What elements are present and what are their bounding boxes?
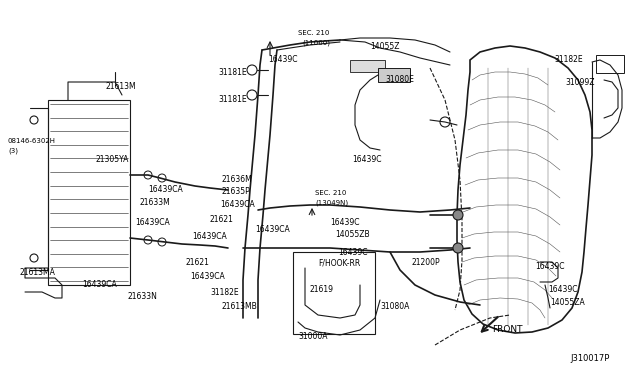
Text: 31000A: 31000A	[298, 332, 328, 341]
Text: 16439C: 16439C	[535, 262, 564, 271]
Circle shape	[453, 243, 463, 253]
Text: SEC. 210: SEC. 210	[315, 190, 346, 196]
Text: FRONT: FRONT	[492, 325, 522, 334]
Text: 21636M: 21636M	[222, 175, 253, 184]
Text: (11060): (11060)	[302, 40, 330, 46]
Text: 16439CA: 16439CA	[148, 185, 183, 194]
Text: 16439C: 16439C	[352, 155, 381, 164]
Text: 31181E: 31181E	[218, 95, 246, 104]
Text: 21621: 21621	[210, 215, 234, 224]
Bar	[596, 55, 624, 73]
Text: 16439CA: 16439CA	[82, 280, 116, 289]
Text: 16439CA: 16439CA	[255, 225, 290, 234]
Text: 16439C: 16439C	[330, 218, 360, 227]
Text: 31099Z: 31099Z	[565, 78, 595, 87]
Text: 21635P: 21635P	[222, 187, 251, 196]
Bar	[48, 100, 130, 285]
Text: 31080A: 31080A	[380, 302, 410, 311]
Text: 31181E: 31181E	[218, 68, 246, 77]
Text: 21613M: 21613M	[105, 82, 136, 91]
Text: 14055Z: 14055Z	[370, 42, 399, 51]
Text: 16439CA: 16439CA	[135, 218, 170, 227]
Text: (13049N): (13049N)	[315, 200, 348, 206]
Text: 16439CA: 16439CA	[220, 200, 255, 209]
Text: 21613MB: 21613MB	[222, 302, 258, 311]
Bar	[293, 252, 375, 334]
Text: 16439C: 16439C	[338, 248, 367, 257]
Text: 21633M: 21633M	[140, 198, 171, 207]
Text: 21200P: 21200P	[412, 258, 440, 267]
Text: F/HOOK-RR: F/HOOK-RR	[318, 258, 360, 267]
Text: 21613MA: 21613MA	[20, 268, 56, 277]
Text: 16439CA: 16439CA	[192, 232, 227, 241]
Text: 16439C: 16439C	[548, 285, 577, 294]
Bar	[350, 60, 385, 72]
Text: 21305YA: 21305YA	[95, 155, 129, 164]
Text: SEC. 210: SEC. 210	[298, 30, 330, 36]
Text: 08146-6302H: 08146-6302H	[8, 138, 56, 144]
Text: 14055ZB: 14055ZB	[335, 230, 370, 239]
Text: 31080E: 31080E	[385, 75, 414, 84]
Text: 21621: 21621	[185, 258, 209, 267]
Text: 16439C: 16439C	[268, 55, 298, 64]
Text: (3): (3)	[8, 148, 18, 154]
Circle shape	[453, 210, 463, 220]
Text: 16439CA: 16439CA	[190, 272, 225, 281]
Text: 31182E: 31182E	[210, 288, 239, 297]
Text: 21633N: 21633N	[128, 292, 158, 301]
Text: J310017P: J310017P	[570, 354, 609, 363]
Text: 31182E: 31182E	[554, 55, 582, 64]
Bar	[378, 68, 410, 82]
Text: 14055ZA: 14055ZA	[550, 298, 585, 307]
Text: 21619: 21619	[310, 285, 334, 294]
